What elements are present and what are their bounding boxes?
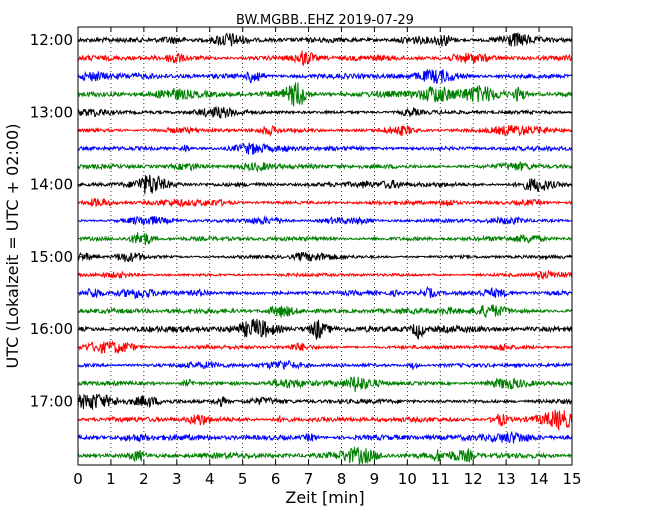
- trace-line: [77, 340, 573, 354]
- y-axis: 12:00 13:00 14:00 15:00 16:00 17:00: [30, 31, 572, 410]
- x-tick-label: 2: [139, 470, 149, 488]
- trace-line: [77, 68, 573, 84]
- y-tick-label: 12:00: [30, 31, 73, 49]
- x-tick-label: 8: [337, 470, 347, 488]
- x-tick-label: 3: [172, 470, 182, 488]
- x-tick-label: 13: [497, 470, 516, 488]
- trace-group: [77, 32, 573, 465]
- x-axis: 0 1 2 3 4 5 6 7 8 9 10 11 12 13 14 15: [73, 27, 582, 488]
- x-tick-label: 4: [205, 470, 215, 488]
- trace-line: [77, 430, 573, 444]
- trace-line: [77, 50, 573, 67]
- x-tick-label: 15: [562, 470, 581, 488]
- trace-line: [77, 409, 573, 431]
- trace-line: [77, 124, 573, 138]
- y-tick-label: 17:00: [30, 392, 73, 410]
- trace-line: [77, 304, 573, 318]
- y-tick-label: 13:00: [30, 103, 73, 121]
- trace-line: [77, 232, 573, 246]
- trace-line: [77, 198, 573, 208]
- trace-line: [77, 142, 573, 155]
- x-tick-label: 1: [106, 470, 116, 488]
- y-axis-label: UTC (Lokalzeit = UTC + 02:00): [3, 124, 22, 369]
- plot-frame: [77, 26, 573, 466]
- trace-line: [77, 393, 573, 410]
- trace-line: [77, 160, 573, 173]
- chart-title: BW.MGBB..EHZ 2019-07-29: [236, 13, 414, 28]
- x-tick-label: 5: [238, 470, 248, 488]
- y-tick-label: 15:00: [30, 248, 73, 266]
- trace-line: [77, 214, 573, 227]
- x-tick-label: 9: [370, 470, 380, 488]
- x-tick-label: 6: [271, 470, 281, 488]
- trace-line: [77, 32, 573, 47]
- x-tick-label: 12: [464, 470, 483, 488]
- trace-line: [77, 376, 573, 393]
- trace-line: [77, 251, 573, 263]
- x-axis-label: Zeit [min]: [285, 488, 364, 507]
- x-tick-label: 11: [431, 470, 450, 488]
- trace-line: [77, 105, 573, 119]
- trace-line: [77, 269, 573, 280]
- x-tick-label: 0: [73, 470, 83, 488]
- trace-line: [77, 446, 573, 465]
- trace-line: [77, 286, 573, 300]
- trace-line: [77, 82, 573, 107]
- trace-line: [77, 318, 573, 340]
- trace-line: [77, 359, 573, 371]
- x-tick-label: 10: [398, 470, 417, 488]
- y-tick-label: 16:00: [30, 320, 73, 338]
- y-tick-label: 14:00: [30, 176, 73, 194]
- trace-line: [77, 174, 573, 195]
- x-tick-label: 7: [304, 470, 314, 488]
- x-tick-label: 14: [530, 470, 549, 488]
